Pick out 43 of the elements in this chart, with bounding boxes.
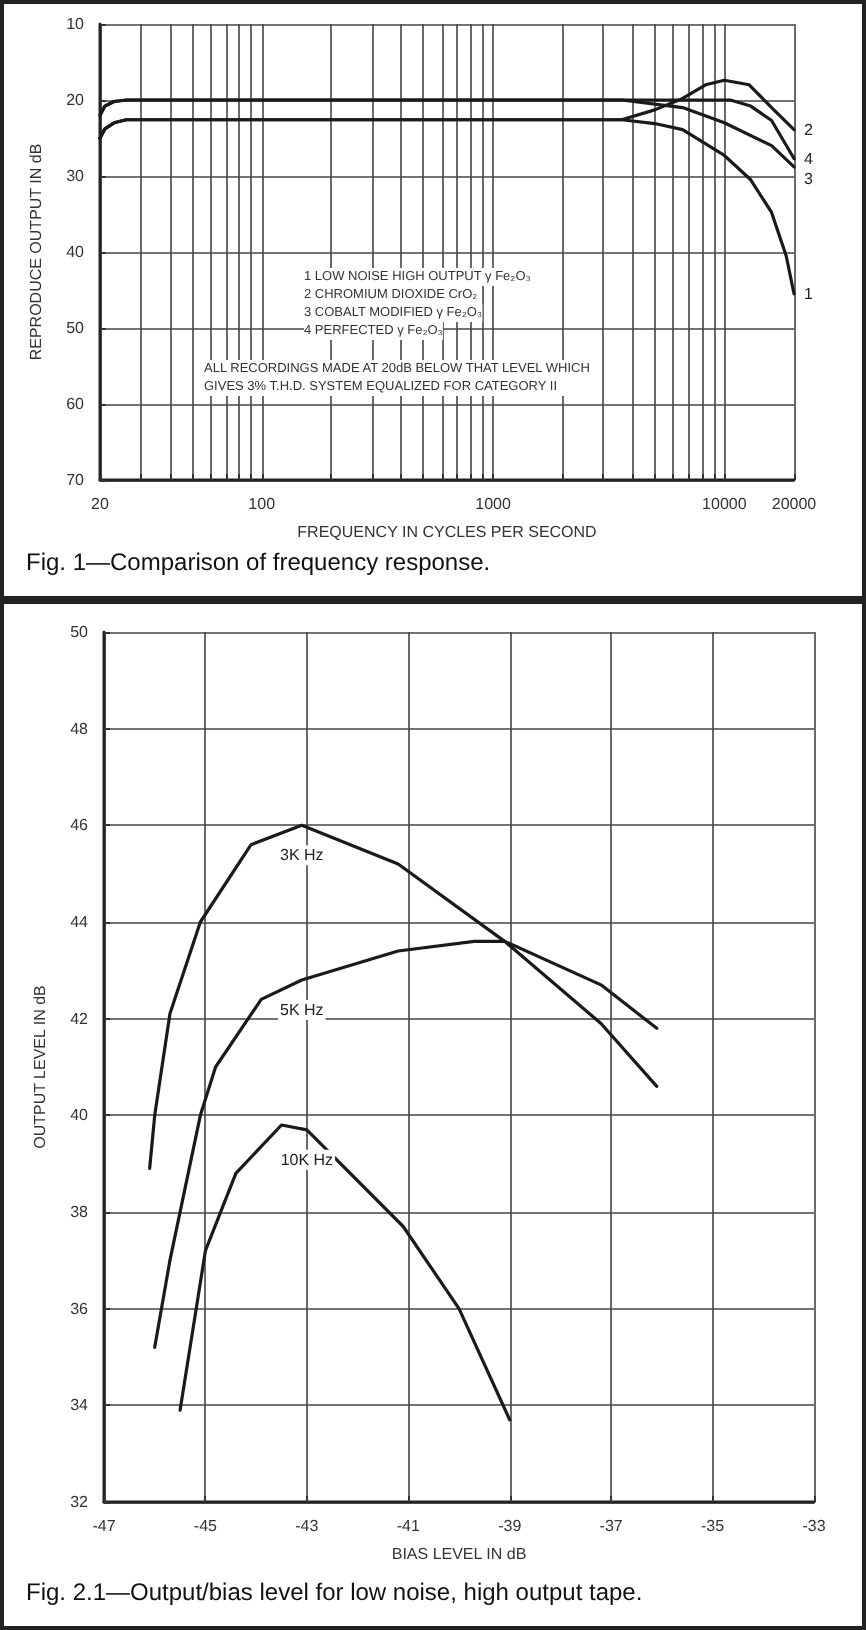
y-axis-title: OUTPUT LEVEL IN dB [31, 985, 49, 1149]
y-tick-label: 44 [70, 913, 90, 931]
y-axis-title: REPRODUCE OUTPUT IN dB [27, 143, 45, 361]
y-tick-label: 34 [70, 1396, 90, 1415]
x-tick-label: -37 [599, 1517, 624, 1535]
y-tick-label: 40 [70, 1106, 90, 1125]
y-tick-label: 32 [70, 1493, 90, 1511]
y-tick-label: 40 [66, 243, 86, 261]
y-tick-label: 70 [66, 471, 86, 489]
y-tick-label: 46 [70, 816, 90, 835]
x-tick-label: -41 [396, 1517, 421, 1535]
series-label: 3 [804, 169, 814, 188]
x-tick-label: -35 [701, 1517, 726, 1535]
x-tick-label: -39 [498, 1517, 523, 1535]
x-tick-label: 1000 [475, 495, 512, 513]
x-tick-label: -43 [295, 1517, 320, 1535]
y-tick-label: 50 [66, 319, 86, 337]
y-tick-label: 48 [70, 719, 90, 738]
x-tick-label: -47 [92, 1517, 117, 1535]
x-axis-title: FREQUENCY IN CYCLES PER SECOND [297, 523, 598, 541]
x-tick-label: -45 [193, 1517, 219, 1535]
y-tick-label: 10 [66, 15, 86, 33]
x-tick-label: 20000 [771, 495, 818, 513]
y-tick-label: 30 [66, 167, 86, 185]
x-tick-label: 20 [91, 495, 110, 513]
y-tick-label: 60 [66, 395, 86, 413]
series-label: 2 [804, 120, 814, 139]
y-tick-label: 42 [70, 1009, 90, 1028]
series-label: 1 [804, 284, 814, 303]
series-label: 4 [804, 149, 814, 168]
x-tick-label: 10000 [702, 495, 748, 513]
series-label: 5K Hz [279, 1001, 324, 1019]
y-tick-label: 38 [70, 1203, 90, 1221]
text: Fig. 1—Comparison of frequency response. [26, 548, 491, 576]
series-label: 3K Hz [279, 846, 324, 865]
x-tick-label: -33 [802, 1517, 827, 1535]
x-tick-label: 100 [248, 495, 277, 513]
series-label: 10K Hz [280, 1150, 334, 1169]
y-tick-label: 50 [70, 623, 90, 641]
y-tick-label: 20 [66, 91, 86, 109]
x-axis-title: BIAS LEVEL IN dB [391, 1545, 527, 1563]
text: Fig. 2.1—Output/bias level for low noise, high output tape. [26, 1578, 643, 1606]
y-tick-label: 36 [70, 1299, 90, 1318]
